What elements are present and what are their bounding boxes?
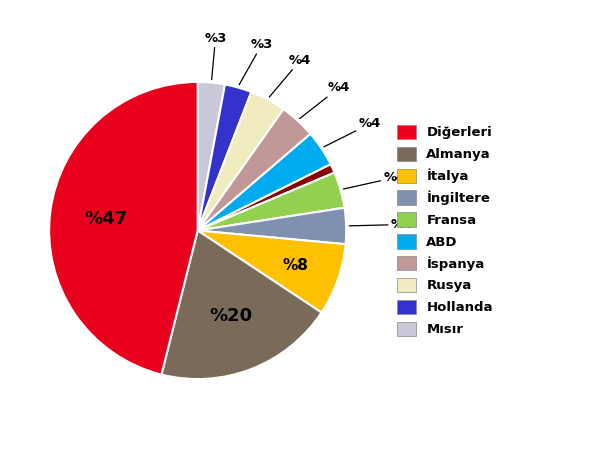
- Wedge shape: [198, 84, 252, 230]
- Wedge shape: [198, 164, 334, 230]
- Text: %4: %4: [324, 118, 381, 147]
- Text: %8: %8: [283, 258, 308, 272]
- Text: %3: %3: [239, 38, 273, 85]
- Text: %4: %4: [270, 54, 311, 97]
- Wedge shape: [198, 92, 283, 230]
- Wedge shape: [198, 208, 346, 244]
- Legend: Diğerleri, Almanya, İtalya, İngiltere, Fransa, ABD, İspanya, Rusya, Hollanda, Mı: Diğerleri, Almanya, İtalya, İngiltere, F…: [397, 125, 493, 336]
- Wedge shape: [198, 109, 310, 230]
- Wedge shape: [162, 230, 322, 379]
- Wedge shape: [49, 82, 198, 375]
- Wedge shape: [198, 134, 331, 230]
- Text: %4: %4: [349, 218, 413, 231]
- Wedge shape: [198, 172, 344, 230]
- Text: %47: %47: [84, 210, 128, 228]
- Text: %4: %4: [343, 171, 406, 189]
- Text: %4: %4: [300, 81, 350, 118]
- Text: %3: %3: [204, 32, 226, 80]
- Wedge shape: [198, 82, 225, 230]
- Text: %20: %20: [210, 307, 253, 325]
- Wedge shape: [198, 230, 346, 313]
